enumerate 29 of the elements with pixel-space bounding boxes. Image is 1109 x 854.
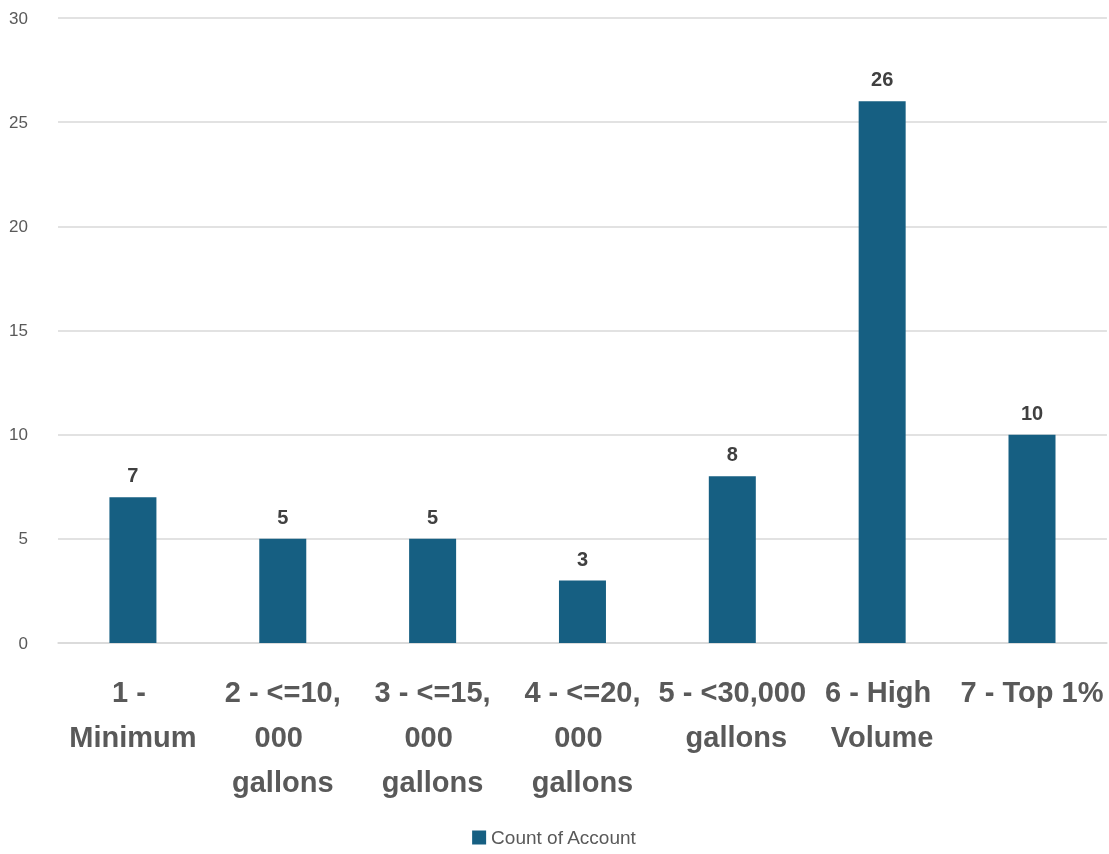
data-label: 10 — [1020, 401, 1044, 424]
y-tick-label: 30 — [9, 8, 28, 28]
y-tick-label: 10 — [9, 425, 28, 445]
x-tick-label: 5 - <30,000 gallons — [658, 675, 807, 753]
data-label: 5 — [277, 505, 289, 528]
y-tick-label: 15 — [9, 321, 28, 340]
data-label: 3 — [576, 547, 589, 570]
bar — [259, 538, 307, 643]
x-tick-label: 6 - High Volume — [824, 675, 940, 753]
x-tick-label: 2 - <=10,000 gallons — [224, 675, 341, 798]
legend-label: Count of Account — [491, 827, 637, 848]
bar — [1008, 434, 1056, 643]
bar — [558, 580, 606, 643]
y-tick-label: 0 — [18, 633, 28, 653]
x-tick-label: 7 - Top 1% — [960, 675, 1104, 708]
data-label: 7 — [127, 464, 139, 487]
bar — [409, 538, 457, 643]
y-tick-label: 5 — [18, 529, 28, 549]
data-label: 5 — [427, 505, 439, 528]
x-tick-label: 1 - Minimum — [69, 675, 197, 753]
x-tick-label: 3 - <=15,000 gallons — [374, 675, 491, 798]
y-tick-label: 20 — [9, 216, 28, 236]
data-label: 8 — [726, 443, 738, 466]
x-tick-label: 4 - <=20,000 gallons — [524, 675, 641, 798]
y-tick-label: 25 — [9, 112, 28, 132]
bar — [109, 497, 157, 643]
data-label: 26 — [871, 68, 894, 91]
bar — [858, 101, 906, 643]
bar — [708, 476, 756, 643]
